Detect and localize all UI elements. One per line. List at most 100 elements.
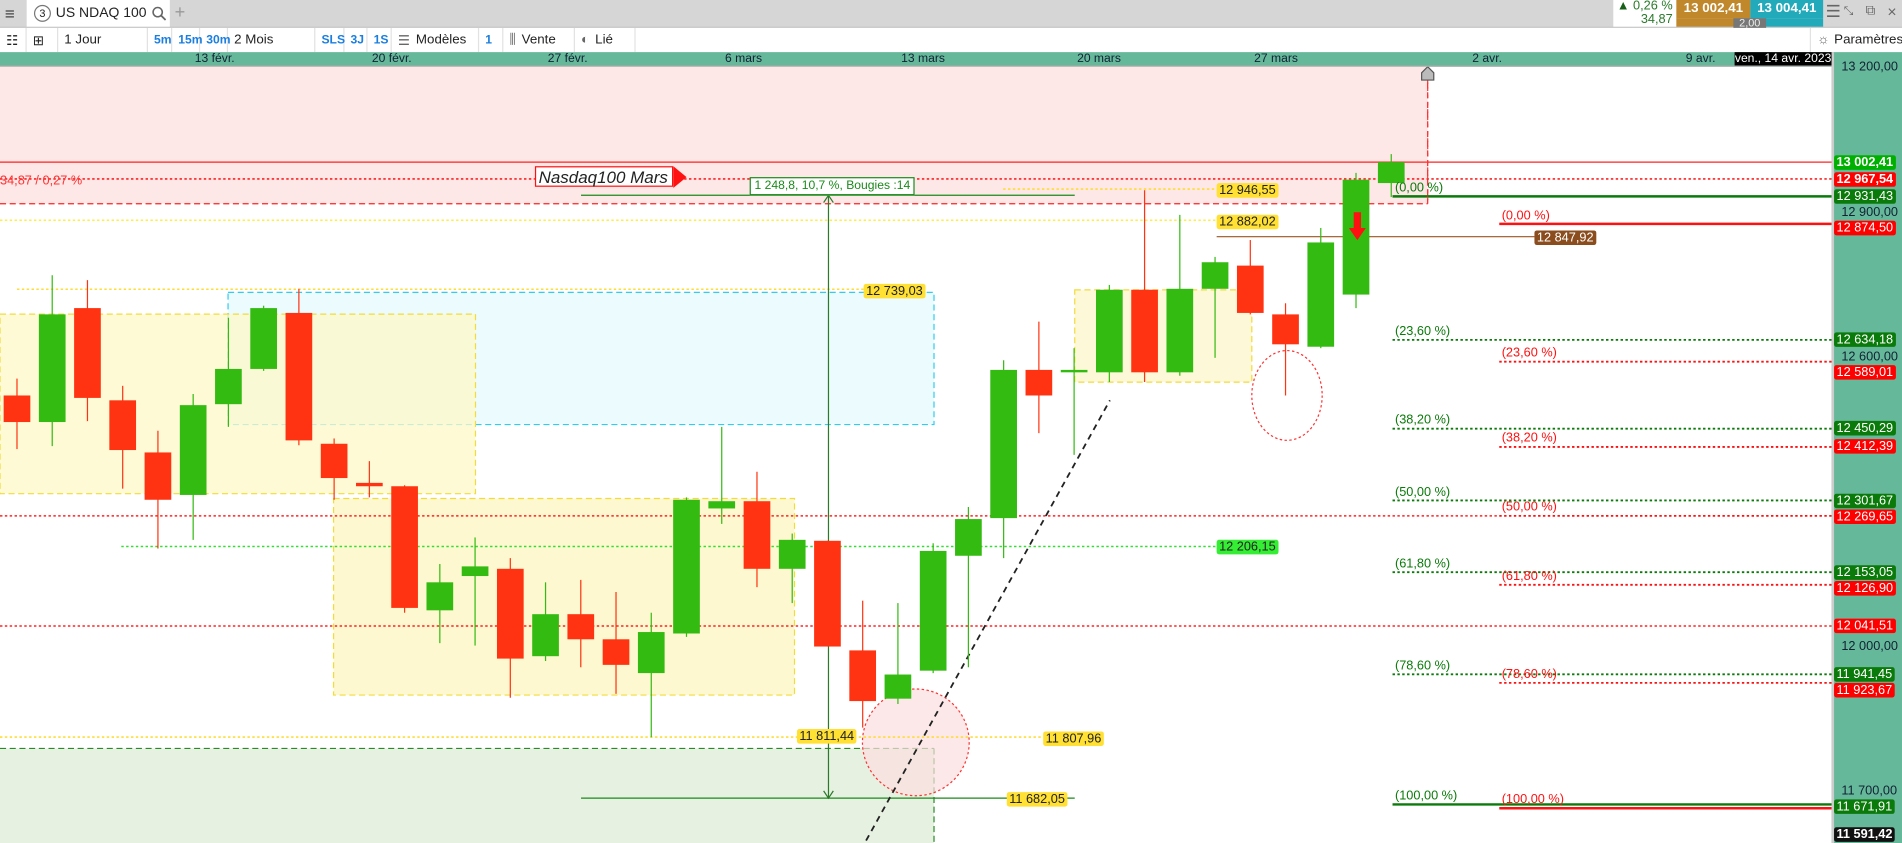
candle[interactable] — [955, 507, 982, 668]
tab-title: US NDAQ 100 — [55, 6, 147, 21]
popout-icon[interactable]: ⧉ — [1865, 3, 1876, 19]
candle[interactable] — [461, 537, 489, 646]
candle[interactable] — [250, 305, 277, 371]
candle[interactable] — [179, 394, 207, 540]
interval-15m[interactable]: 15m — [172, 27, 203, 53]
candle[interactable] — [391, 485, 418, 613]
candle[interactable] — [990, 360, 1017, 559]
candle[interactable] — [1201, 256, 1229, 358]
candle[interactable] — [602, 591, 630, 694]
date-axis[interactable]: 13 févr. 20 févr. 27 févr. 6 mars 13 mars 20 … — [0, 52, 1832, 67]
candle[interactable] — [673, 497, 700, 637]
candle-body — [391, 486, 418, 608]
quick-1s[interactable]: 1S — [368, 27, 392, 53]
price-tag: 13 002,41 — [1834, 154, 1896, 170]
candle[interactable] — [1025, 321, 1053, 434]
candle[interactable] — [1166, 214, 1194, 376]
candle[interactable] — [1236, 240, 1264, 315]
candle[interactable] — [567, 579, 595, 668]
candle-body — [109, 400, 137, 451]
title-annotation[interactable]: Nasdaq100 Mars — [534, 166, 674, 187]
buy-price-button-base[interactable] — [1750, 18, 1824, 27]
highlight-circle[interactable] — [861, 688, 970, 797]
support-zone[interactable] — [0, 748, 935, 843]
candle[interactable] — [743, 471, 771, 588]
add-tab-button[interactable]: + — [174, 2, 186, 24]
settings-button[interactable]: ☼ Paramètres — [1809, 27, 1902, 53]
range-selector[interactable]: 2 Mois — [228, 27, 316, 53]
candle[interactable] — [285, 288, 313, 446]
candle-body — [3, 395, 31, 423]
candle[interactable] — [38, 275, 66, 447]
candle[interactable] — [814, 540, 841, 647]
sell-price-button[interactable]: 13 002,41 — [1676, 0, 1751, 19]
resistance-zone[interactable] — [0, 66, 1428, 204]
price-tag: 11 941,45 — [1834, 667, 1895, 682]
candle[interactable] — [1307, 227, 1335, 349]
fib-red-level-label: (50,00 %) — [1501, 500, 1557, 515]
level-label-11682: 11 682,05 — [1006, 792, 1068, 807]
candle[interactable] — [356, 461, 383, 498]
candle[interactable] — [496, 558, 524, 698]
candlestick-chart[interactable] — [0, 0, 1832, 843]
candle-body — [1166, 288, 1194, 373]
period-selector[interactable]: 1 Jour — [58, 27, 148, 53]
tab-bar: ≡ 3 US NDAQ 100 + ▲ 0,26 % 34,87 13 002,… — [0, 0, 1902, 30]
candle[interactable] — [144, 430, 172, 549]
candle[interactable] — [1377, 154, 1405, 198]
candle-body — [496, 568, 524, 659]
list-icon[interactable]: ☷ — [0, 27, 27, 53]
models-button[interactable]: ☰ Modèles — [392, 27, 480, 53]
sell-price-button-base[interactable] — [1676, 18, 1751, 27]
level-label-11807: 11 807,96 — [1043, 731, 1104, 746]
measure-label: 1 248,8, 10,7 %, Bougies :14 — [749, 177, 916, 196]
candle[interactable] — [1272, 303, 1299, 396]
layout-menu-icon[interactable]: ☰ — [1825, 1, 1841, 21]
candle-body — [884, 674, 912, 699]
candle[interactable] — [1342, 172, 1370, 309]
candle[interactable] — [884, 603, 912, 704]
marker-handle-icon[interactable] — [1421, 66, 1435, 81]
count-button[interactable]: 1 — [479, 27, 504, 53]
quick-sls[interactable]: SLS — [315, 27, 345, 53]
close-icon[interactable]: × — [1887, 2, 1897, 21]
link-icon: ◐ — [581, 32, 590, 48]
buy-price-button[interactable]: 13 004,41 — [1750, 0, 1824, 19]
candle-body — [955, 519, 982, 556]
candle[interactable] — [1096, 284, 1123, 382]
candle[interactable] — [3, 378, 31, 450]
down-arrow-icon — [1348, 212, 1366, 241]
candle[interactable] — [426, 563, 454, 644]
level-label-12206: 12 206,15 — [1216, 539, 1279, 555]
candle[interactable] — [532, 582, 559, 662]
interval-5m[interactable]: 5m — [148, 27, 173, 53]
candle[interactable] — [637, 612, 665, 738]
interval-30m[interactable]: 30m — [200, 27, 230, 53]
fib-green-level-label: (38,20 %) — [1394, 412, 1451, 428]
candle[interactable] — [320, 438, 348, 500]
grid-layout-icon[interactable]: ⊞ — [27, 27, 59, 53]
candle[interactable] — [849, 600, 877, 728]
candle[interactable] — [708, 426, 736, 524]
candle-body — [1025, 369, 1053, 396]
candle[interactable] — [1131, 190, 1158, 382]
candle[interactable] — [215, 317, 242, 427]
tab-us-ndaq-100[interactable]: 3 US NDAQ 100 — [26, 0, 170, 27]
gear-icon: ☼ — [1817, 32, 1830, 48]
quick-3j[interactable]: 3J — [344, 27, 368, 53]
candle[interactable] — [109, 385, 137, 489]
candle[interactable] — [1060, 348, 1088, 455]
highlight-ellipse[interactable] — [1251, 349, 1323, 441]
linked-button[interactable]: ◐ Lié — [575, 27, 636, 53]
order-button[interactable]: ⫼ Vente — [503, 27, 575, 53]
candle-body — [426, 582, 454, 611]
candle[interactable] — [778, 533, 806, 604]
hamburger-icon[interactable]: ≡ — [4, 3, 15, 24]
tab-number-badge: 3 — [33, 4, 51, 22]
candle[interactable] — [74, 280, 101, 422]
search-icon[interactable] — [151, 6, 166, 21]
trend-line[interactable] — [865, 399, 1111, 842]
change-absolute: 34,87 — [1640, 12, 1673, 27]
candle[interactable] — [919, 543, 947, 674]
minimize-icon[interactable]: ⤡ — [1843, 4, 1854, 19]
